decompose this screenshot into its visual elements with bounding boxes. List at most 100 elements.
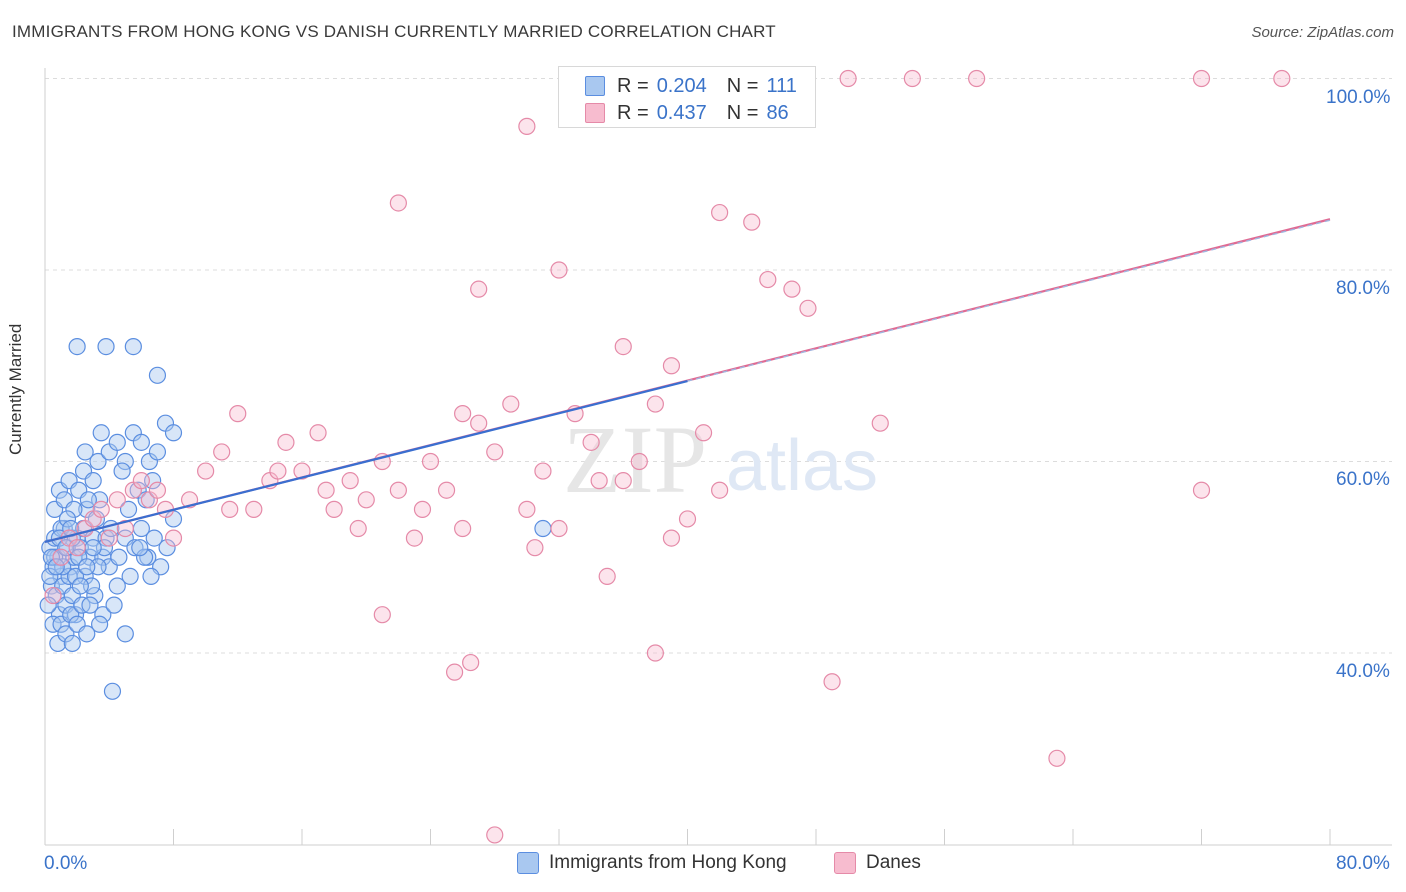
point-hong-kong [78,625,96,643]
point-danes [783,280,801,298]
point-hong-kong [135,548,154,566]
point-hong-kong [534,519,552,538]
point-danes [405,529,424,547]
point-hong-kong [42,548,61,566]
series-danes-points [44,69,1291,844]
point-danes [526,539,544,557]
point-hong-kong [84,472,102,490]
point-danes [502,395,520,413]
point-hong-kong [58,510,77,528]
point-danes [470,414,488,432]
point-hong-kong [39,596,57,614]
legend-row-hong-kong: R = 0.204 N = 111 [585,73,797,99]
point-hong-kong [105,596,123,614]
legend-swatch-blue [585,76,605,96]
point-danes [630,452,648,471]
trend-line-hong-kong-extension [687,219,1331,382]
point-danes [799,299,817,317]
point-danes [317,481,335,499]
point-danes [454,519,472,538]
point-hong-kong [142,567,160,586]
legend-label-danes: Danes [866,852,921,873]
point-hong-kong [108,577,126,595]
point-hong-kong [119,500,138,518]
point-hong-kong [116,452,134,471]
legend-r-label: R = [617,101,649,124]
point-danes [116,519,134,538]
point-danes [269,462,287,480]
point-hong-kong [103,682,122,700]
point-hong-kong [57,625,75,643]
point-hong-kong [81,596,99,614]
point-danes [871,414,889,432]
point-danes [470,280,488,298]
point-hong-kong [91,615,109,633]
point-danes [1192,69,1211,88]
point-hong-kong [108,433,126,451]
point-danes [148,481,167,499]
point-hong-kong [158,539,176,557]
point-danes [646,644,664,662]
y-axis-label: Currently Married [6,323,25,455]
point-hong-kong [41,567,59,586]
point-danes [1192,481,1211,499]
point-hong-kong [131,539,149,557]
point-hong-kong [97,338,115,356]
point-danes [213,443,231,461]
point-danes [108,491,126,509]
watermark-atlas: atlas [726,426,878,506]
point-danes [759,270,777,289]
point-hong-kong [132,433,150,451]
point-hong-kong [121,567,139,586]
point-danes [550,261,568,279]
x-tick-min: 0.0% [44,853,88,874]
point-danes [421,452,440,471]
point-hong-kong [63,634,81,653]
point-danes [373,606,391,624]
source-credit: Source: ZipAtlas.com [1251,24,1394,41]
correlation-legend: R = 0.204 N = 111 R = 0.437 N = 86 [558,66,816,128]
point-hong-kong [78,558,96,576]
point-hong-kong [116,625,134,643]
point-hong-kong [84,539,102,557]
point-hong-kong [110,548,128,566]
series-legend: Immigrants from Hong Kong Danes [0,850,1406,878]
point-danes [389,481,407,499]
point-danes [349,519,367,538]
point-danes [229,405,247,423]
point-danes [550,519,568,538]
point-danes [598,567,616,586]
legend-swatch-pink [585,103,605,123]
point-danes [413,500,432,518]
point-hong-kong [76,443,94,461]
y-tick-80: 80.0% [1336,278,1390,299]
y-tick-40: 40.0% [1336,661,1390,682]
point-hong-kong [164,424,183,442]
point-danes [325,500,343,518]
point-danes [823,673,841,691]
legend-item-hong-kong[interactable]: Immigrants from Hong Kong [517,852,787,874]
point-danes [44,586,62,605]
legend-r-value: 0.204 [656,74,707,97]
point-hong-kong [113,462,131,480]
x-tick-max: 80.0% [1336,853,1390,874]
point-danes [100,529,118,547]
point-danes [839,69,857,88]
point-danes [711,481,729,499]
point-danes [389,194,407,212]
series-hong-kong-points [39,338,552,700]
point-danes [614,472,632,490]
point-danes [614,338,632,356]
legend-r-label: R = [617,74,649,97]
point-danes [277,433,295,451]
legend-row-danes: R = 0.437 N = 86 [585,100,789,126]
point-danes [694,424,713,442]
point-danes [743,213,761,231]
legend-n-label: N = [726,101,759,124]
point-hong-kong [94,606,112,624]
point-danes [437,481,456,499]
point-danes [132,472,150,490]
legend-item-danes[interactable]: Danes [834,852,921,874]
point-danes [164,529,183,547]
